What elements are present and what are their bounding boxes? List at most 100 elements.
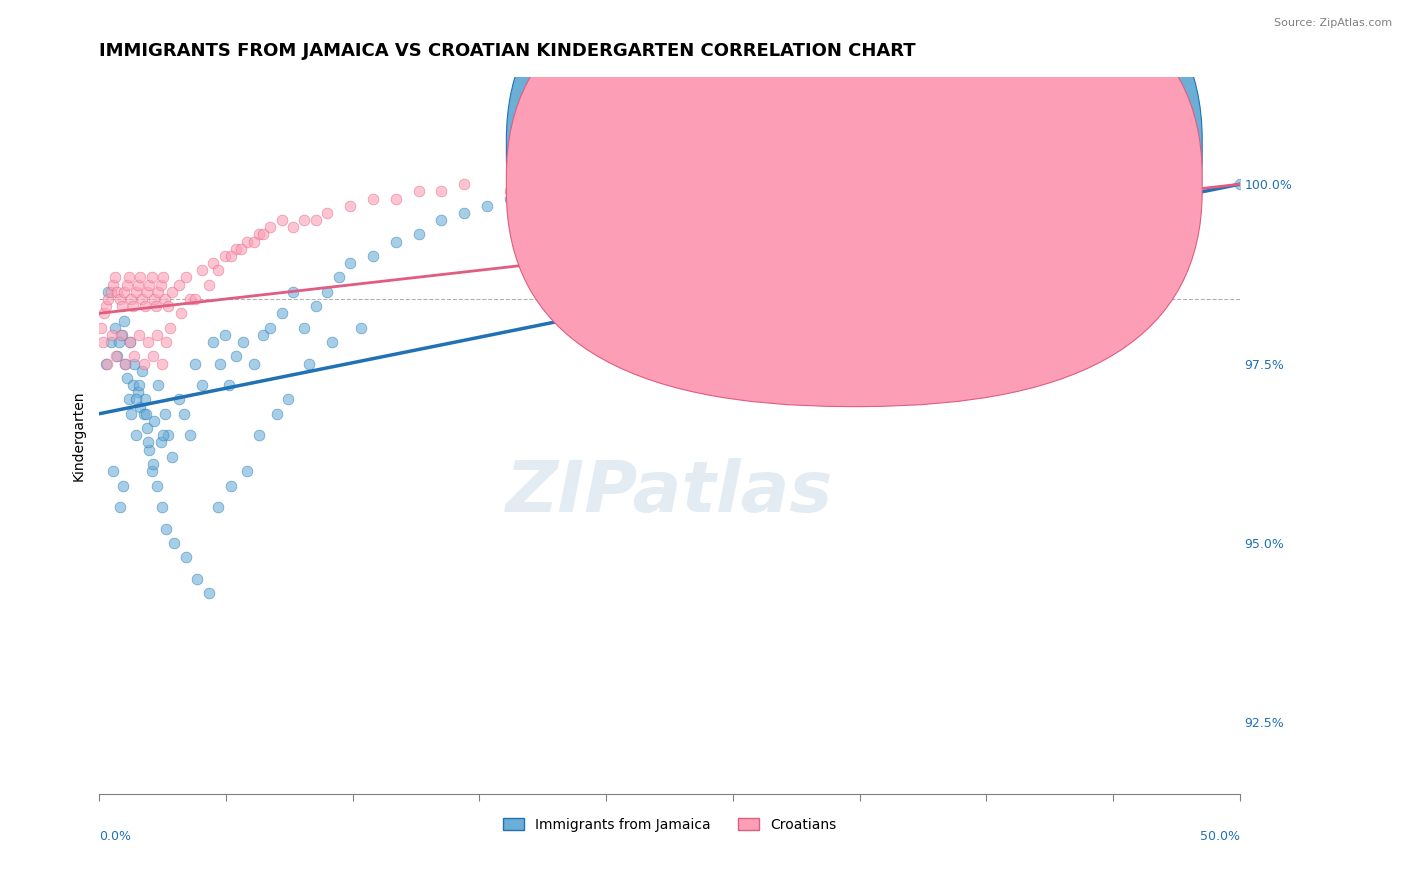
Point — [118, 270, 141, 285]
Point — [129, 400, 152, 414]
Point — [101, 277, 124, 292]
Point — [218, 378, 240, 392]
Point — [104, 320, 127, 334]
Point — [155, 292, 177, 306]
Point — [499, 185, 522, 199]
Point — [112, 285, 135, 299]
Point — [105, 285, 128, 299]
Point — [281, 220, 304, 235]
Point — [298, 357, 321, 371]
Point — [115, 277, 138, 292]
Point — [259, 220, 281, 235]
Point — [131, 292, 153, 306]
Point — [408, 185, 430, 199]
Point — [142, 350, 165, 364]
Point — [266, 407, 288, 421]
Point — [179, 428, 201, 442]
Point — [112, 313, 135, 327]
Text: R = 0.297  N = 96: R = 0.297 N = 96 — [863, 136, 990, 150]
Point — [136, 435, 159, 450]
Point — [174, 550, 197, 565]
Point — [1182, 185, 1205, 199]
Point — [105, 350, 128, 364]
Point — [186, 572, 208, 586]
Point — [141, 270, 163, 285]
Point — [167, 277, 190, 292]
FancyBboxPatch shape — [835, 127, 1109, 213]
Point — [108, 500, 131, 514]
Point — [149, 277, 172, 292]
Point — [122, 299, 145, 313]
Point — [155, 407, 177, 421]
Point — [170, 306, 193, 320]
Point — [118, 334, 141, 349]
Point — [107, 334, 129, 349]
Point — [124, 428, 146, 442]
Point — [270, 213, 292, 227]
Point — [247, 227, 270, 242]
Point — [111, 327, 134, 342]
Point — [114, 357, 136, 371]
Point — [138, 442, 160, 457]
Point — [110, 327, 132, 342]
Point — [142, 457, 165, 471]
Point — [321, 334, 343, 349]
Point — [94, 299, 117, 313]
Point — [221, 478, 243, 492]
Point — [221, 249, 243, 263]
Point — [1115, 178, 1137, 192]
Point — [145, 299, 167, 313]
Point — [294, 213, 316, 227]
Point — [132, 407, 155, 421]
Point — [152, 270, 174, 285]
Point — [243, 235, 266, 249]
Point — [136, 421, 159, 435]
Point — [191, 378, 214, 392]
Point — [124, 285, 146, 299]
Y-axis label: Kindergarten: Kindergarten — [72, 390, 86, 481]
Point — [173, 407, 195, 421]
Text: R = 0.327  N = 81: R = 0.327 N = 81 — [863, 172, 990, 186]
Point — [384, 235, 406, 249]
Point — [727, 185, 749, 199]
Point — [681, 192, 703, 206]
Point — [105, 350, 128, 364]
Point — [112, 478, 135, 492]
FancyBboxPatch shape — [506, 0, 1202, 371]
Point — [94, 357, 117, 371]
Point — [146, 327, 169, 342]
Point — [522, 199, 544, 213]
Point — [316, 206, 339, 220]
Point — [127, 277, 149, 292]
Point — [247, 428, 270, 442]
Point — [118, 392, 141, 407]
Point — [124, 392, 146, 407]
Point — [252, 327, 274, 342]
Point — [361, 192, 384, 206]
Point — [100, 285, 122, 299]
Point — [124, 350, 146, 364]
Point — [350, 320, 373, 334]
Point — [90, 320, 112, 334]
Point — [191, 263, 214, 277]
Point — [150, 500, 173, 514]
Point — [236, 235, 259, 249]
Point — [197, 586, 219, 600]
Point — [108, 292, 131, 306]
Point — [1001, 178, 1024, 192]
Point — [339, 199, 361, 213]
Point — [339, 256, 361, 270]
Point — [328, 270, 350, 285]
Legend: Immigrants from Jamaica, Croatians: Immigrants from Jamaica, Croatians — [498, 812, 842, 838]
Point — [120, 407, 142, 421]
Point — [100, 327, 122, 342]
Point — [294, 320, 316, 334]
Point — [408, 227, 430, 242]
Point — [229, 242, 252, 256]
Point — [361, 249, 384, 263]
Point — [124, 357, 146, 371]
Point — [96, 357, 118, 371]
Point — [129, 270, 152, 285]
Point — [135, 407, 157, 421]
Point — [142, 292, 165, 306]
